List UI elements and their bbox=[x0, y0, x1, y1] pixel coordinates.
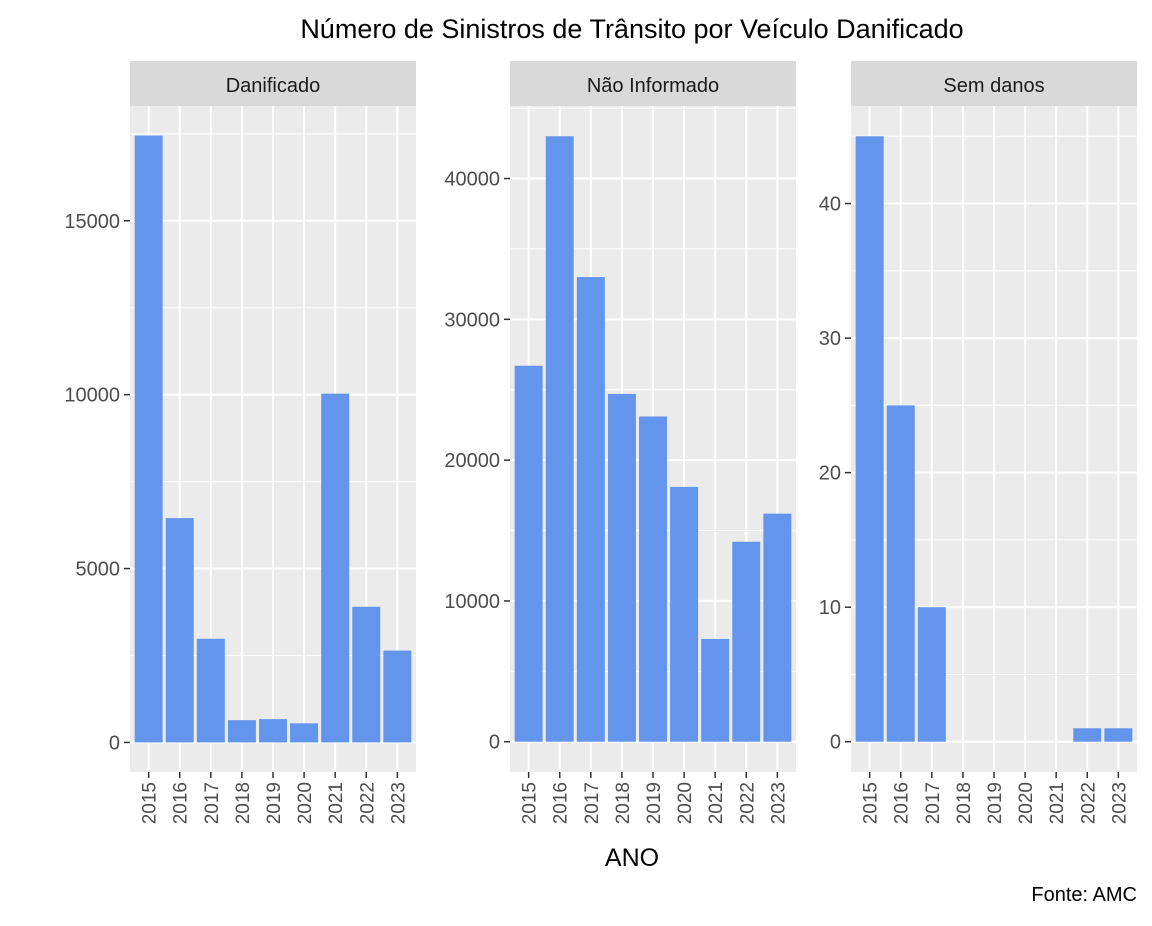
x-tick-label: 2022 bbox=[737, 782, 758, 824]
bar-2020 bbox=[670, 486, 699, 742]
x-tick-label: 2015 bbox=[861, 782, 882, 824]
x-tick-label: 2023 bbox=[768, 782, 789, 824]
bar-2023 bbox=[763, 513, 792, 742]
bar-2020 bbox=[290, 723, 319, 743]
x-tick-label: 2020 bbox=[295, 782, 316, 824]
bar-2016 bbox=[165, 518, 194, 743]
bar-2017 bbox=[196, 638, 225, 743]
x-tick-label: 2019 bbox=[644, 782, 665, 824]
chart-title: Número de Sinistros de Trânsito por Veíc… bbox=[300, 14, 963, 44]
facet-strip-label: Danificado bbox=[226, 75, 321, 97]
bar-2016 bbox=[886, 405, 915, 742]
bar-2016 bbox=[545, 136, 574, 742]
facet-strip-label: Sem danos bbox=[943, 75, 1044, 97]
x-tick-label: 2023 bbox=[388, 782, 409, 824]
y-tick-label: 40 bbox=[819, 194, 841, 216]
x-tick-label: 2017 bbox=[582, 782, 603, 824]
bar-2018 bbox=[227, 720, 256, 743]
bars bbox=[855, 136, 1133, 742]
x-tick-label: 2022 bbox=[357, 782, 378, 824]
bar-2017 bbox=[917, 607, 946, 742]
x-tick-label: 2018 bbox=[233, 782, 254, 824]
bar-2018 bbox=[607, 393, 636, 742]
bar-2023 bbox=[1104, 728, 1133, 742]
y-tick-label: 0 bbox=[830, 732, 841, 754]
bar-2022 bbox=[732, 541, 761, 742]
x-tick-label: 2016 bbox=[892, 782, 913, 824]
x-tick-label: 2020 bbox=[1016, 782, 1037, 824]
bar-2019 bbox=[259, 719, 287, 743]
facet-strip-bg bbox=[130, 61, 416, 106]
bar-2021 bbox=[701, 638, 730, 742]
bar-2019 bbox=[639, 416, 667, 742]
y-tick-label: 10000 bbox=[444, 591, 500, 613]
bar-2021 bbox=[321, 393, 350, 743]
x-tick-label: 2015 bbox=[520, 782, 541, 824]
bar-2022 bbox=[352, 606, 381, 743]
x-tick-label: 2016 bbox=[171, 782, 192, 824]
bars bbox=[134, 135, 412, 743]
chart-caption: Fonte: AMC bbox=[1031, 884, 1137, 906]
x-axis: 2015 2016 2017 2018 2019 2020 2021 2022 2023 bbox=[861, 772, 1130, 824]
x-tick-label: 2017 bbox=[202, 782, 223, 824]
x-tick-label: 2018 bbox=[954, 782, 975, 824]
x-tick-label: 2017 bbox=[923, 782, 944, 824]
x-tick-label: 2016 bbox=[551, 782, 572, 824]
x-axis-title: ANO bbox=[605, 844, 659, 872]
y-tick-label: 5000 bbox=[76, 559, 121, 581]
y-tick-label: 10 bbox=[819, 597, 841, 619]
bar-2015 bbox=[134, 135, 163, 743]
y-axis: 0 10 20 30 40 bbox=[819, 194, 851, 754]
bar-2023 bbox=[383, 650, 412, 743]
x-tick-label: 2019 bbox=[264, 782, 285, 824]
bar-2017 bbox=[576, 277, 605, 742]
y-axis: 0 5000 10000 15000 bbox=[64, 211, 130, 754]
x-tick-label: 2023 bbox=[1109, 782, 1130, 824]
y-tick-label: 20000 bbox=[444, 450, 500, 472]
x-tick-label: 2020 bbox=[675, 782, 696, 824]
x-tick-label: 2021 bbox=[1047, 782, 1068, 824]
y-tick-label: 40000 bbox=[444, 169, 500, 191]
facet-strip-bg bbox=[851, 61, 1137, 106]
x-tick-label: 2022 bbox=[1078, 782, 1099, 824]
y-tick-label: 0 bbox=[109, 732, 120, 754]
facet-strip-bg bbox=[510, 61, 796, 106]
y-tick-label: 20 bbox=[819, 463, 841, 485]
x-axis: 2015 2016 2017 2018 2019 2020 2021 2022 2023 bbox=[520, 772, 789, 824]
bars bbox=[514, 136, 792, 742]
bar-2015 bbox=[514, 365, 543, 742]
y-tick-label: 10000 bbox=[64, 385, 120, 407]
x-tick-label: 2015 bbox=[140, 782, 161, 824]
x-tick-label: 2019 bbox=[985, 782, 1006, 824]
bar-2015 bbox=[855, 136, 884, 742]
facet-strip-label: Não Informado bbox=[587, 75, 719, 97]
y-tick-label: 0 bbox=[489, 732, 500, 754]
x-tick-label: 2021 bbox=[326, 782, 347, 824]
y-tick-label: 15000 bbox=[64, 211, 120, 233]
x-axis: 2015 2016 2017 2018 2019 2020 2021 2022 2023 bbox=[140, 772, 409, 824]
x-tick-label: 2018 bbox=[613, 782, 634, 824]
x-tick-label: 2021 bbox=[706, 782, 727, 824]
y-tick-label: 30 bbox=[819, 328, 841, 350]
y-axis: 0 10000 20000 30000 40000 bbox=[444, 169, 510, 754]
y-tick-label: 30000 bbox=[444, 309, 500, 331]
bar-2022 bbox=[1073, 728, 1102, 742]
